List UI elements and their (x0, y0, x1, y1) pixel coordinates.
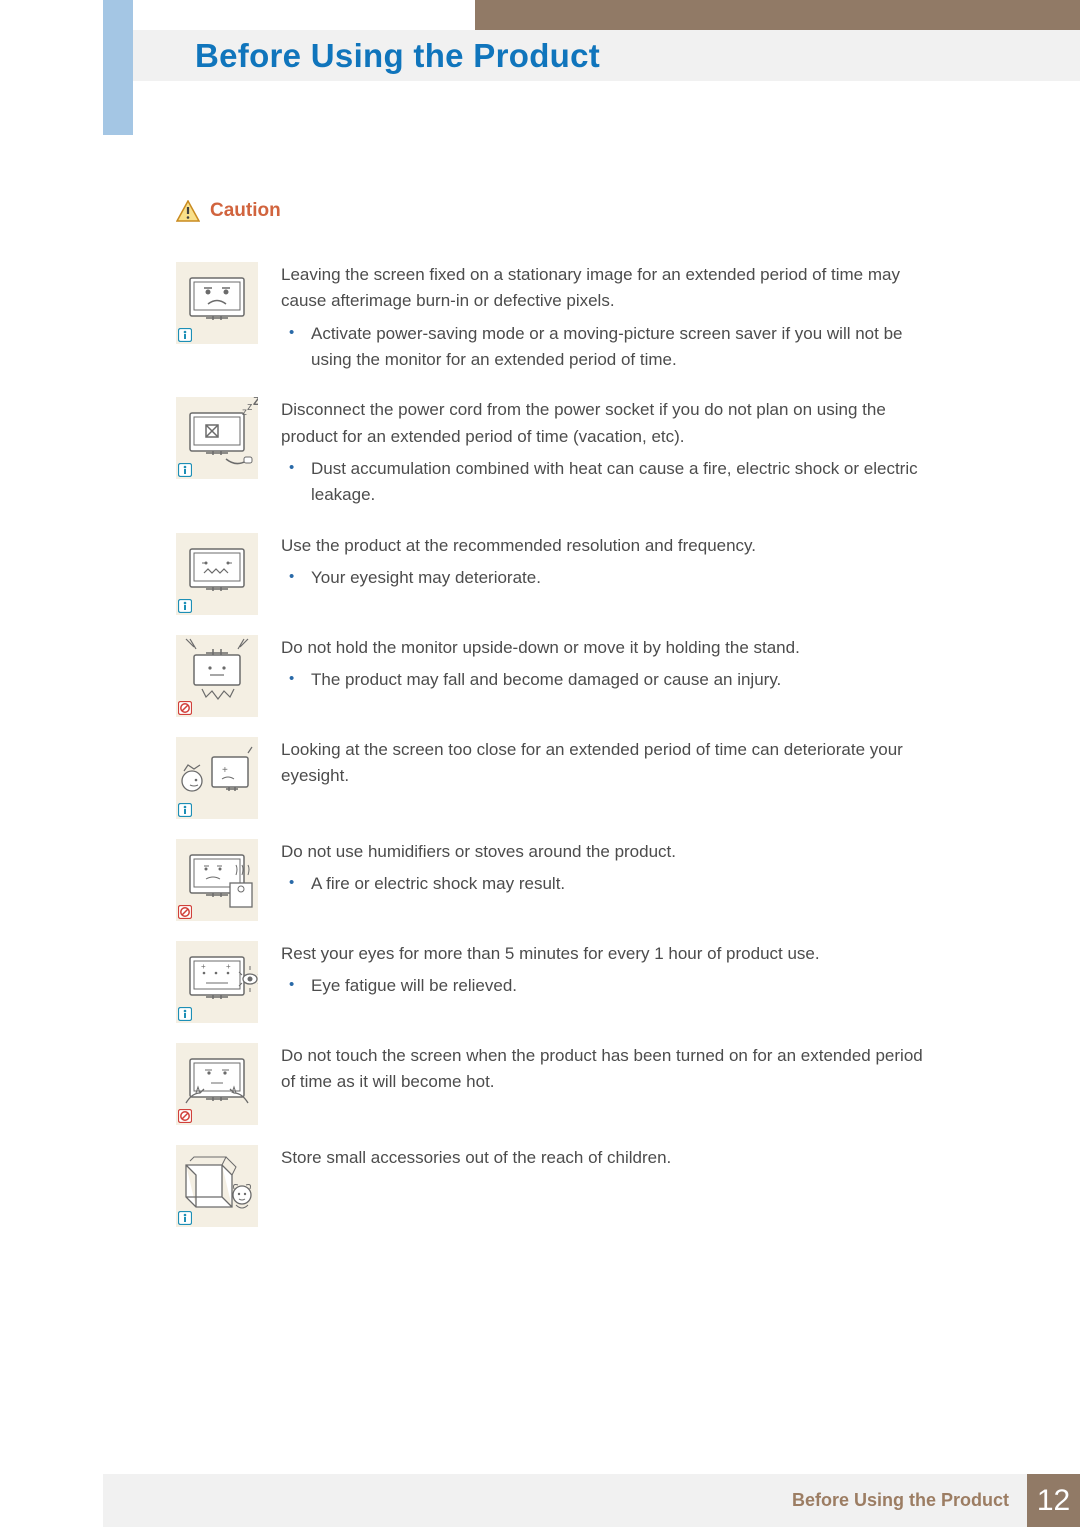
illustration-icon (176, 1043, 258, 1125)
item-main-text: Use the product at the recommended resol… (281, 533, 931, 559)
illustration-icon: z z Z (176, 397, 258, 479)
prohibit-badge-icon (178, 1109, 192, 1123)
item-bullet-list: The product may fall and become damaged … (281, 667, 931, 693)
decoration-left-blue-tab (103, 0, 133, 135)
illustration-icon: + (176, 737, 258, 819)
info-badge-icon (178, 1007, 192, 1021)
footer-bar: Before Using the Product 12 (103, 1474, 1080, 1527)
info-badge-icon (178, 463, 192, 477)
caution-item: Do not use humidifiers or stoves around … (176, 839, 931, 921)
item-bullet: Your eyesight may deteriorate. (311, 565, 931, 591)
item-main-text: Rest your eyes for more than 5 minutes f… (281, 941, 931, 967)
caution-item: Use the product at the recommended resol… (176, 533, 931, 615)
info-badge-icon (178, 1211, 192, 1225)
illustration-icon (176, 635, 258, 717)
caution-label: Caution (210, 200, 281, 222)
item-text: Do not use humidifiers or stoves around … (281, 839, 931, 902)
item-text: Do not touch the screen when the product… (281, 1043, 931, 1102)
item-bullet: Activate power-saving mode or a moving-p… (311, 321, 931, 374)
illustration-icon (176, 1145, 258, 1227)
item-text: Leaving the screen fixed on a stationary… (281, 262, 931, 377)
svg-text:Z: Z (253, 397, 258, 408)
item-main-text: Do not use humidifiers or stoves around … (281, 839, 931, 865)
caution-heading: Caution (176, 200, 281, 222)
item-bullet: A fire or electric shock may result. (311, 871, 931, 897)
caution-item: z z Z Disconnect the power cord from the… (176, 397, 931, 512)
caution-item: + Looking at the screen too close for an… (176, 737, 931, 819)
page-title: Before Using the Product (195, 37, 600, 75)
page-root: Before Using the Product Caution (0, 0, 1080, 1527)
header-bar: Before Using the Product (133, 30, 1080, 81)
illustration-icon (176, 839, 258, 921)
item-bullet-list: A fire or electric shock may result. (281, 871, 931, 897)
caution-item: Leaving the screen fixed on a stationary… (176, 262, 931, 377)
item-main-text: Do not hold the monitor upside-down or m… (281, 635, 931, 661)
item-text: Rest your eyes for more than 5 minutes f… (281, 941, 931, 1004)
info-badge-icon (178, 803, 192, 817)
svg-text:+: + (201, 962, 206, 971)
info-badge-icon (178, 599, 192, 613)
warning-triangle-icon (176, 200, 200, 222)
caution-item: ++ Rest your eyes for more than 5 minute… (176, 941, 931, 1023)
svg-text:+: + (226, 962, 231, 971)
item-bullet-list: Eye fatigue will be relieved. (281, 973, 931, 999)
item-main-text: Looking at the screen too close for an e… (281, 737, 931, 790)
item-main-text: Store small accessories out of the reach… (281, 1145, 931, 1171)
decoration-top-brown-strip (475, 0, 1080, 30)
item-bullet-list: Dust accumulation combined with heat can… (281, 456, 931, 509)
item-text: Store small accessories out of the reach… (281, 1145, 931, 1177)
info-badge-icon (178, 328, 192, 342)
item-main-text: Do not touch the screen when the product… (281, 1043, 931, 1096)
item-bullet: The product may fall and become damaged … (311, 667, 931, 693)
caution-item: Store small accessories out of the reach… (176, 1145, 931, 1227)
prohibit-badge-icon (178, 701, 192, 715)
prohibit-badge-icon (178, 905, 192, 919)
item-main-text: Leaving the screen fixed on a stationary… (281, 262, 931, 315)
footer-section-title: Before Using the Product (792, 1490, 1009, 1511)
svg-text:z: z (247, 401, 253, 413)
item-bullet-list: Activate power-saving mode or a moving-p… (281, 321, 931, 374)
footer-page-number: 12 (1027, 1474, 1080, 1527)
item-text: Do not hold the monitor upside-down or m… (281, 635, 931, 698)
content-list: Leaving the screen fixed on a stationary… (176, 262, 931, 1247)
svg-text:+: + (222, 765, 228, 776)
illustration-icon (176, 262, 258, 344)
item-bullet-list: Your eyesight may deteriorate. (281, 565, 931, 591)
item-bullet: Dust accumulation combined with heat can… (311, 456, 931, 509)
item-text: Use the product at the recommended resol… (281, 533, 931, 596)
item-main-text: Disconnect the power cord from the power… (281, 397, 931, 450)
item-bullet: Eye fatigue will be relieved. (311, 973, 931, 999)
caution-item: Do not touch the screen when the product… (176, 1043, 931, 1125)
item-text: Looking at the screen too close for an e… (281, 737, 931, 796)
illustration-icon: ++ (176, 941, 258, 1023)
illustration-icon (176, 533, 258, 615)
caution-item: Do not hold the monitor upside-down or m… (176, 635, 931, 717)
item-text: Disconnect the power cord from the power… (281, 397, 931, 512)
